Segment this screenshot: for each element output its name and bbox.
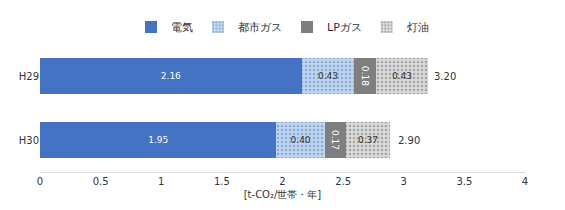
svg-text:2: 2: [279, 176, 285, 187]
svg-text:0.43: 0.43: [318, 71, 338, 81]
svg-text:0: 0: [37, 176, 43, 187]
svg-text:3.5: 3.5: [456, 176, 472, 187]
svg-text:1.95: 1.95: [148, 135, 168, 145]
svg-text:灯油: 灯油: [407, 21, 429, 34]
svg-text:1.5: 1.5: [214, 176, 230, 187]
svg-text:0.43: 0.43: [392, 71, 412, 81]
svg-text:3: 3: [401, 176, 407, 187]
svg-text:都市ガス: 都市ガス: [238, 21, 282, 34]
svg-text:0.37: 0.37: [358, 135, 378, 145]
svg-text:1: 1: [158, 176, 164, 187]
svg-text:H29: H29: [19, 71, 39, 82]
svg-text:4: 4: [522, 176, 528, 187]
svg-text:2.16: 2.16: [161, 71, 181, 81]
svg-text:0.17: 0.17: [330, 130, 340, 150]
svg-text:0.18: 0.18: [360, 66, 370, 86]
svg-text:2.90: 2.90: [398, 135, 420, 146]
svg-text:電気: 電気: [171, 21, 193, 34]
svg-text:[t-CO₂/世帯・年]: [t-CO₂/世帯・年]: [244, 189, 322, 200]
svg-text:2.5: 2.5: [335, 176, 351, 187]
svg-text:3.20: 3.20: [434, 71, 456, 82]
svg-text:0.40: 0.40: [291, 135, 311, 145]
svg-text:0.5: 0.5: [93, 176, 109, 187]
svg-text:H30: H30: [19, 135, 39, 146]
svg-text:LPガス: LPガス: [327, 21, 362, 34]
